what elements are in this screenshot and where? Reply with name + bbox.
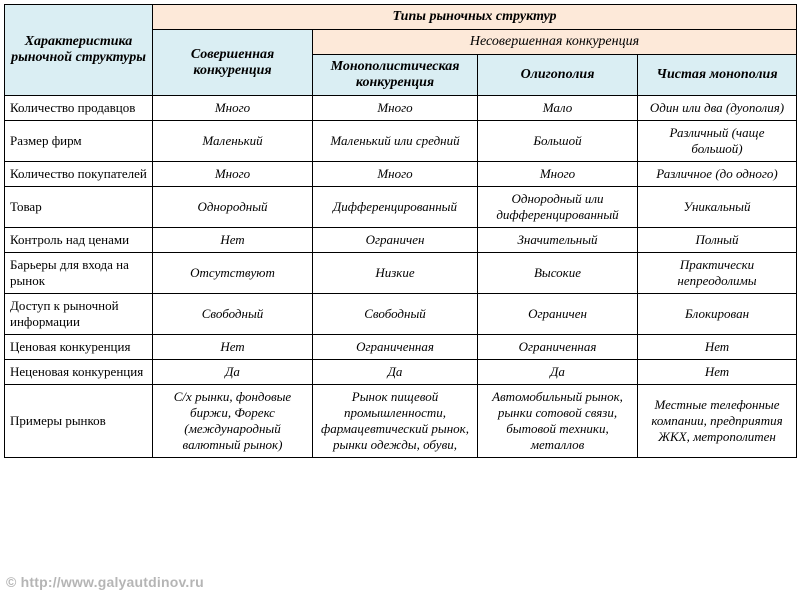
table-cell: Много	[313, 96, 478, 121]
table-cell: Различное (до одного)	[638, 162, 797, 187]
header-oligopoly: Олигополия	[478, 55, 638, 96]
table-cell: Большой	[478, 121, 638, 162]
table-cell: Ограничен	[478, 294, 638, 335]
header-monopolistic: Монополистическая конкуренция	[313, 55, 478, 96]
table-cell: Низкие	[313, 253, 478, 294]
header-top: Типы рыночных структур	[153, 5, 797, 30]
row-label: Количество покупателей	[5, 162, 153, 187]
table-row: Барьеры для входа на рынокОтсутствуютНиз…	[5, 253, 797, 294]
table-cell: Нет	[638, 335, 797, 360]
header-perfect: Совершенная конкуренция	[153, 30, 313, 96]
table-cell: Маленький или средний	[313, 121, 478, 162]
table-cell: Ограничен	[313, 228, 478, 253]
table-cell: Много	[313, 162, 478, 187]
table-row: Количество покупателейМногоМногоМногоРаз…	[5, 162, 797, 187]
table-cell: Дифференцированный	[313, 187, 478, 228]
row-label: Доступ к рыночной информации	[5, 294, 153, 335]
table-cell: Блокирован	[638, 294, 797, 335]
table-cell: Различный (чаще большой)	[638, 121, 797, 162]
table-cell: Рынок пищевой промышленности, фармацевти…	[313, 385, 478, 458]
table-cell: Высокие	[478, 253, 638, 294]
table-cell: Местные телефонные компании, предприятия…	[638, 385, 797, 458]
table-row: Примеры рынковС/х рынки, фондовые биржи,…	[5, 385, 797, 458]
table-cell: Уникальный	[638, 187, 797, 228]
table-cell: Много	[153, 162, 313, 187]
table-cell: Один или два (дуополия)	[638, 96, 797, 121]
table-cell: Нет	[638, 360, 797, 385]
table-row: Доступ к рыночной информацииСвободныйСво…	[5, 294, 797, 335]
table-row: Ценовая конкуренцияНетОграниченнаяОграни…	[5, 335, 797, 360]
row-label: Ценовая конкуренция	[5, 335, 153, 360]
table-body: Количество продавцовМногоМногоМалоОдин и…	[5, 96, 797, 458]
table-cell: Значительный	[478, 228, 638, 253]
table-cell: Свободный	[313, 294, 478, 335]
table-cell: Однородный	[153, 187, 313, 228]
table-cell: Да	[313, 360, 478, 385]
table-cell: Однородный или дифференцированный	[478, 187, 638, 228]
table-row: Неценовая конкуренцияДаДаДаНет	[5, 360, 797, 385]
table-cell: Ограниченная	[478, 335, 638, 360]
watermark: © http://www.galyautdinov.ru	[6, 574, 204, 590]
table-cell: Практически непреодолимы	[638, 253, 797, 294]
table-cell: Маленький	[153, 121, 313, 162]
row-label: Неценовая конкуренция	[5, 360, 153, 385]
header-row-characteristic: Характеристика рыночной структуры	[5, 5, 153, 96]
row-label: Количество продавцов	[5, 96, 153, 121]
table-cell: Нет	[153, 228, 313, 253]
table-cell: Много	[478, 162, 638, 187]
header-imperfect: Несовершенная конкуренция	[313, 30, 797, 55]
row-label: Барьеры для входа на рынок	[5, 253, 153, 294]
table-cell: Полный	[638, 228, 797, 253]
row-label: Контроль над ценами	[5, 228, 153, 253]
table-cell: Свободный	[153, 294, 313, 335]
table-row: Количество продавцовМногоМногоМалоОдин и…	[5, 96, 797, 121]
table-cell: Много	[153, 96, 313, 121]
table-cell: Да	[153, 360, 313, 385]
table-cell: Ограниченная	[313, 335, 478, 360]
table-cell: Да	[478, 360, 638, 385]
header-monopoly: Чистая монополия	[638, 55, 797, 96]
table-cell: Нет	[153, 335, 313, 360]
table-row: Размер фирмМаленькийМаленький или средни…	[5, 121, 797, 162]
market-structures-table: Характеристика рыночной структуры Типы р…	[4, 4, 797, 458]
row-label: Товар	[5, 187, 153, 228]
table-row: Контроль над ценамиНетОграниченЗначитель…	[5, 228, 797, 253]
table-cell: С/х рынки, фондовые биржи, Форекс (между…	[153, 385, 313, 458]
row-label: Примеры рынков	[5, 385, 153, 458]
table-cell: Автомобильный рынок, рынки сотовой связи…	[478, 385, 638, 458]
table-row: ТоварОднородныйДифференцированныйОднород…	[5, 187, 797, 228]
table-cell: Мало	[478, 96, 638, 121]
row-label: Размер фирм	[5, 121, 153, 162]
table-cell: Отсутствуют	[153, 253, 313, 294]
